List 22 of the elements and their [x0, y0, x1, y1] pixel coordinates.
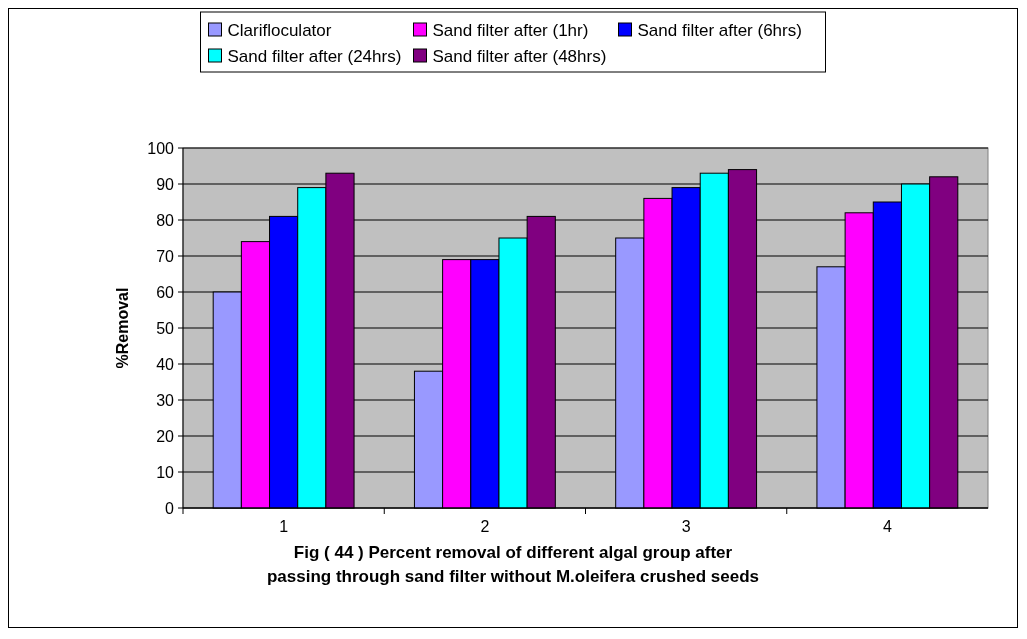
y-tick-label: 70 [156, 247, 175, 265]
y-tick-label: 60 [156, 283, 175, 301]
x-tick-label: 2 [480, 518, 490, 535]
x-tick-label: 3 [681, 518, 691, 535]
text: Fig ( 44 ) Percent removal of different algal group after passing through sand filter without M.oleifera crushed seeds [266, 543, 760, 586]
x-tick-label: 1 [279, 518, 289, 535]
y-axis-title: %Removal [114, 287, 131, 369]
y-tick-label: 20 [156, 427, 175, 445]
y-tick-label: 40 [156, 355, 175, 373]
y-tick-label: 30 [156, 391, 175, 409]
legend-label: Sand filter after (1hr) [432, 20, 589, 40]
legend-label: Sand filter after (6hrs) [637, 20, 802, 40]
legend-label: Clarifloculator [227, 20, 332, 40]
y-tick-label: 90 [156, 175, 175, 193]
y-tick-label: 10 [156, 463, 175, 481]
legend-label: Sand filter after (48hrs) [432, 46, 607, 66]
y-tick-label: 0 [165, 499, 175, 517]
legend-label: Sand filter after (24hrs) [227, 46, 402, 66]
y-tick-label: 80 [156, 211, 175, 229]
x-tick-label: 4 [882, 518, 892, 535]
y-tick-label: 50 [156, 319, 175, 337]
y-tick-label: 100 [147, 139, 175, 157]
